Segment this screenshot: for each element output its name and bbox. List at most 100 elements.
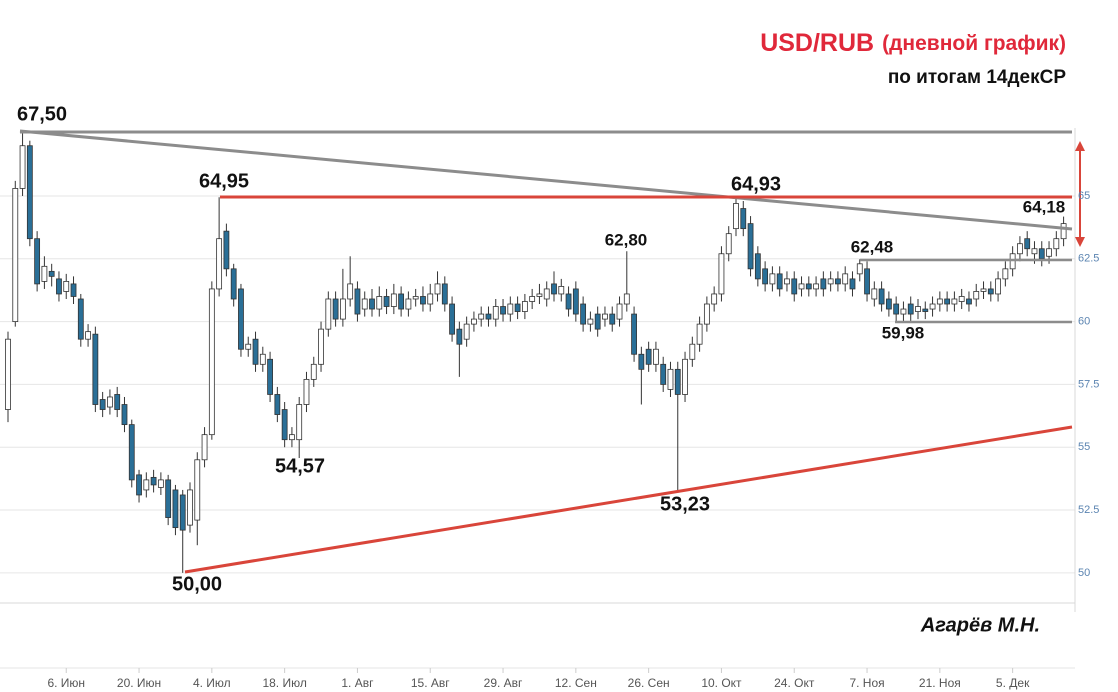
candle-body <box>733 203 739 230</box>
candle-body <box>85 331 91 340</box>
candle-body <box>208 288 215 436</box>
candle-body <box>63 280 70 292</box>
candle-body <box>267 358 273 395</box>
candle-body <box>944 298 951 305</box>
candle-body <box>471 318 477 325</box>
x-tick-label: 7. Ноя <box>849 676 884 690</box>
candle-body <box>973 291 980 300</box>
candle-body <box>798 283 805 290</box>
support-line <box>184 425 1073 574</box>
candle-body <box>907 303 914 315</box>
candle-body <box>252 338 259 365</box>
candle-body <box>92 333 99 405</box>
price-label: 64,93 <box>731 173 781 195</box>
y-tick-label: 62.5 <box>1078 253 1099 265</box>
candle-body <box>201 434 208 461</box>
candle-body <box>325 298 332 330</box>
candle-body <box>936 298 943 305</box>
candle-body <box>26 145 33 240</box>
candle-body <box>885 298 892 310</box>
candle-body <box>572 288 579 315</box>
x-tick-label: 1. Авг <box>341 676 374 690</box>
title: USD/RUB <box>760 29 874 57</box>
x-tick-label: 5. Дек <box>996 676 1030 690</box>
candle-body <box>805 283 812 290</box>
x-tick-label: 21. Ноя <box>919 676 961 690</box>
candle-body <box>551 283 557 295</box>
candle-body <box>165 479 172 518</box>
y-tick-label: 65 <box>1078 190 1090 202</box>
candle-body <box>405 298 412 310</box>
y-tick-label: 60 <box>1078 316 1090 328</box>
candle-body <box>1060 223 1067 240</box>
candle-body <box>565 293 572 310</box>
candle-body <box>769 273 776 285</box>
candle-body <box>529 296 536 302</box>
x-tick-label: 29. Авг <box>484 676 523 690</box>
candle-body <box>179 494 186 531</box>
x-tick-label: 26. Сен <box>628 676 670 690</box>
candle-body <box>609 313 616 325</box>
candle-body <box>274 394 281 415</box>
candle-body <box>740 208 747 230</box>
candle-body <box>820 278 827 290</box>
candle-body <box>682 358 688 395</box>
candle-body <box>791 278 798 295</box>
candle-body <box>114 394 121 410</box>
candle-body <box>864 268 870 295</box>
candle-body <box>703 303 710 325</box>
candle-body <box>354 288 361 315</box>
candle-body <box>19 145 26 189</box>
y-tick-label: 50 <box>1078 567 1090 579</box>
candle-body <box>762 268 769 285</box>
candle-body <box>951 298 958 305</box>
x-tick-label: 18. Июл <box>262 676 306 690</box>
candle-body <box>34 238 41 285</box>
candle-body <box>1038 248 1045 260</box>
candle-body <box>827 278 834 285</box>
grid <box>0 195 1075 574</box>
candle-body <box>849 278 856 290</box>
candle-body <box>56 278 62 295</box>
candle-body <box>980 288 987 292</box>
candle-body <box>478 313 485 320</box>
candle-body <box>1009 253 1016 270</box>
candle-body <box>434 283 441 295</box>
candle-body <box>172 489 179 529</box>
candle-body <box>623 293 630 305</box>
price-label: 50,00 <box>172 573 222 595</box>
candle-body <box>754 253 761 280</box>
candle-body <box>514 303 521 312</box>
candles <box>5 133 1067 573</box>
candle-body <box>230 268 237 300</box>
price-label: 53,23 <box>660 493 710 515</box>
candle-body <box>463 323 470 340</box>
candle-body <box>842 273 849 285</box>
subtitle: по итогам 14декСР <box>888 67 1067 88</box>
candle-body <box>369 298 375 310</box>
candle-body <box>1024 238 1031 250</box>
candle-body <box>456 328 463 345</box>
candle-body <box>784 278 790 285</box>
axes: 50 52.5 55 57.5 60 62.5 65 6. Июн 20. Июн 4. Июл 1… <box>47 190 1099 690</box>
candle-body <box>667 368 674 390</box>
candle-body <box>427 293 434 305</box>
price-label: 59,98 <box>882 323 925 342</box>
candle-body <box>398 293 405 310</box>
candle-body <box>1046 248 1052 257</box>
candle-body <box>339 298 346 320</box>
candle-body <box>259 353 266 365</box>
price-label: 64,18 <box>1023 197 1066 216</box>
x-tick-label: 24. Окт <box>774 676 815 690</box>
x-tick-label: 6. Июн <box>47 676 85 690</box>
x-tick-label: 10. Окт <box>701 676 742 690</box>
candle-body <box>536 293 543 297</box>
candle-body <box>500 306 506 315</box>
candle-body <box>507 303 514 315</box>
price-label: 64,95 <box>199 170 249 192</box>
x-tick-label: 4. Июл <box>193 676 231 690</box>
candle-body <box>915 306 921 312</box>
candle-body <box>136 474 142 496</box>
candle-body <box>216 238 223 290</box>
